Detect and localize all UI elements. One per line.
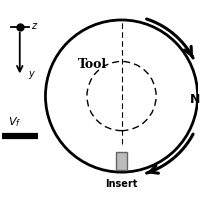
Text: $V_f$: $V_f$ (8, 115, 21, 129)
Bar (116, 152, 127, 170)
Text: N: N (189, 93, 200, 106)
Text: z: z (31, 21, 36, 31)
Text: y: y (29, 69, 34, 79)
Text: Insert: Insert (105, 179, 138, 189)
Text: Tool: Tool (78, 58, 107, 71)
